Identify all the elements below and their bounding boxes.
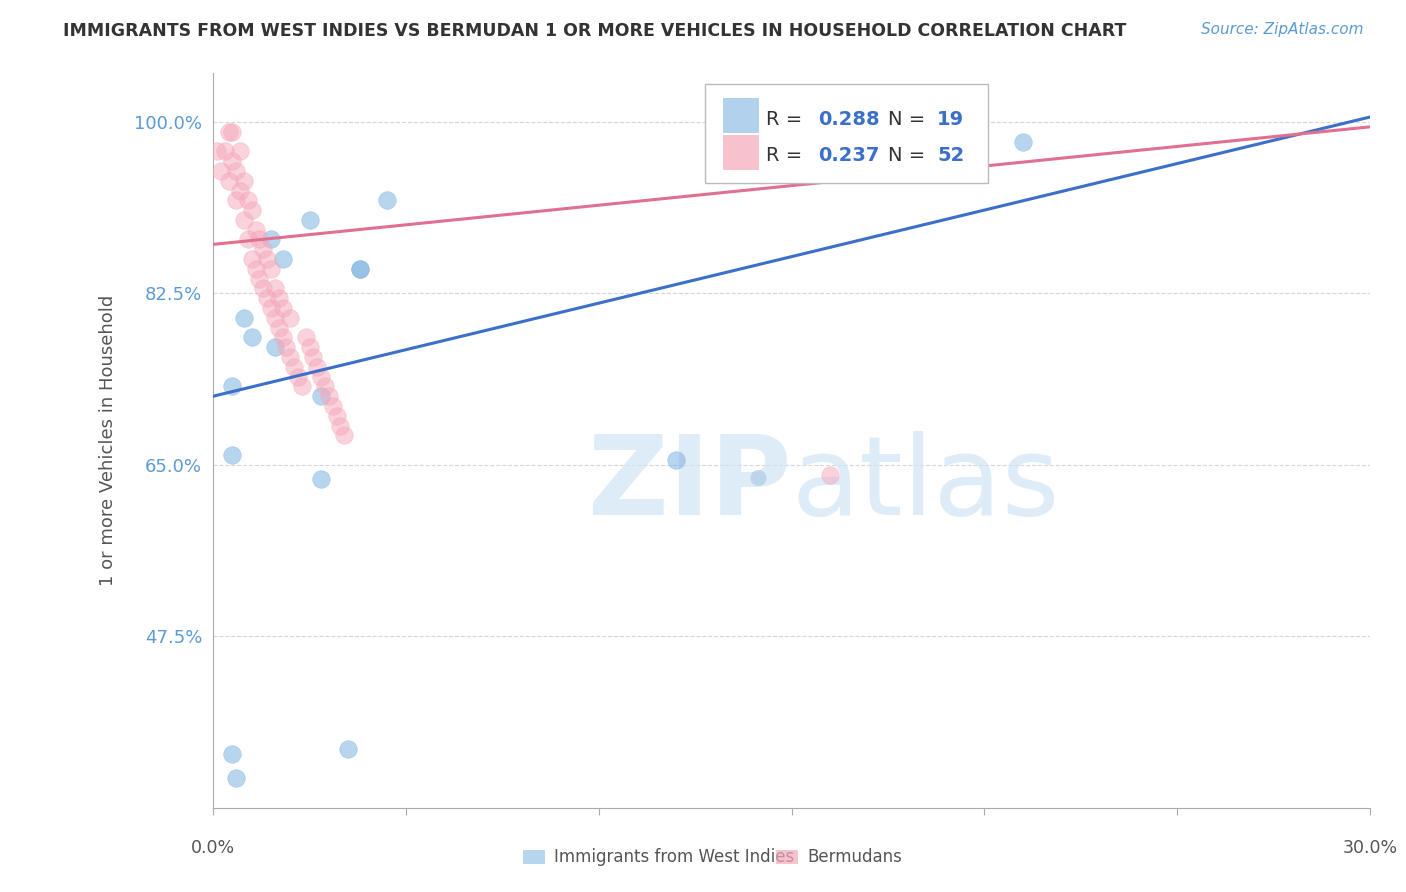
FancyBboxPatch shape — [704, 84, 988, 183]
Point — [263, 310, 285, 325]
Text: Source: ZipAtlas.com: Source: ZipAtlas.com — [1201, 22, 1364, 37]
Point — [267, 320, 290, 334]
Point — [209, 164, 232, 178]
Point — [294, 330, 316, 344]
Text: 52: 52 — [938, 146, 965, 166]
Y-axis label: 1 or more Vehicles in Household: 1 or more Vehicles in Household — [100, 294, 117, 586]
Text: 0.237: 0.237 — [818, 146, 880, 166]
Point — [309, 369, 332, 384]
Text: 0.288: 0.288 — [818, 110, 880, 128]
Point — [333, 428, 356, 442]
Point — [252, 281, 274, 295]
Point — [245, 261, 267, 276]
Text: N =: N = — [887, 110, 931, 128]
Text: N =: N = — [887, 146, 931, 166]
Point — [260, 261, 283, 276]
Point — [249, 232, 271, 246]
Point — [263, 281, 285, 295]
Point — [283, 359, 305, 374]
Text: •: • — [741, 458, 775, 511]
Point — [349, 261, 371, 276]
Point — [298, 340, 321, 354]
Text: R =: R = — [766, 110, 808, 128]
Point — [205, 145, 228, 159]
Point — [858, 135, 880, 149]
Text: Immigrants from West Indies: Immigrants from West Indies — [554, 847, 794, 865]
Point — [221, 747, 243, 761]
Point — [221, 448, 243, 462]
Point — [287, 369, 309, 384]
Point — [236, 194, 259, 208]
Point — [221, 154, 243, 169]
Point — [278, 310, 301, 325]
Point — [298, 213, 321, 227]
Point — [665, 453, 688, 467]
Point — [302, 350, 325, 364]
Point — [314, 379, 336, 393]
Point — [225, 771, 247, 785]
FancyBboxPatch shape — [723, 135, 758, 169]
Point — [249, 271, 271, 285]
Point — [233, 213, 256, 227]
Point — [214, 145, 236, 159]
Point — [260, 232, 283, 246]
Point — [935, 145, 957, 159]
Point — [322, 399, 344, 413]
Point — [267, 291, 290, 305]
Point — [240, 330, 263, 344]
Point — [276, 340, 298, 354]
Point — [236, 232, 259, 246]
Text: IMMIGRANTS FROM WEST INDIES VS BERMUDAN 1 OR MORE VEHICLES IN HOUSEHOLD CORRELAT: IMMIGRANTS FROM WEST INDIES VS BERMUDAN … — [63, 22, 1126, 40]
Point — [309, 473, 332, 487]
Point — [229, 145, 252, 159]
Text: 19: 19 — [938, 110, 965, 128]
Point — [229, 184, 252, 198]
Point — [233, 310, 256, 325]
Point — [291, 379, 314, 393]
Point — [256, 291, 278, 305]
Point — [271, 330, 294, 344]
Point — [278, 350, 301, 364]
Point — [218, 125, 240, 139]
Text: 0.0%: 0.0% — [191, 838, 235, 857]
Point — [233, 174, 256, 188]
Point — [329, 418, 352, 433]
Point — [240, 252, 263, 266]
Point — [318, 389, 340, 403]
Point — [245, 223, 267, 237]
Point — [221, 379, 243, 393]
Text: 30.0%: 30.0% — [1343, 838, 1398, 857]
Point — [256, 252, 278, 266]
Point — [225, 194, 247, 208]
Point — [263, 340, 285, 354]
Point — [309, 389, 332, 403]
Point — [375, 194, 398, 208]
Point — [240, 203, 263, 218]
Point — [225, 164, 247, 178]
Point — [218, 174, 240, 188]
FancyBboxPatch shape — [723, 98, 758, 133]
Point — [221, 125, 243, 139]
Point — [818, 467, 841, 482]
Text: R =: R = — [766, 146, 808, 166]
Point — [307, 359, 329, 374]
Point — [337, 742, 360, 756]
Point — [271, 252, 294, 266]
Text: atlas: atlas — [792, 431, 1060, 538]
Point — [349, 261, 371, 276]
Text: ZIP: ZIP — [588, 431, 792, 538]
Point — [1012, 135, 1035, 149]
Point — [271, 301, 294, 315]
Text: Bermudans: Bermudans — [807, 847, 901, 865]
Point — [252, 242, 274, 256]
Point — [260, 301, 283, 315]
Point — [325, 409, 347, 423]
